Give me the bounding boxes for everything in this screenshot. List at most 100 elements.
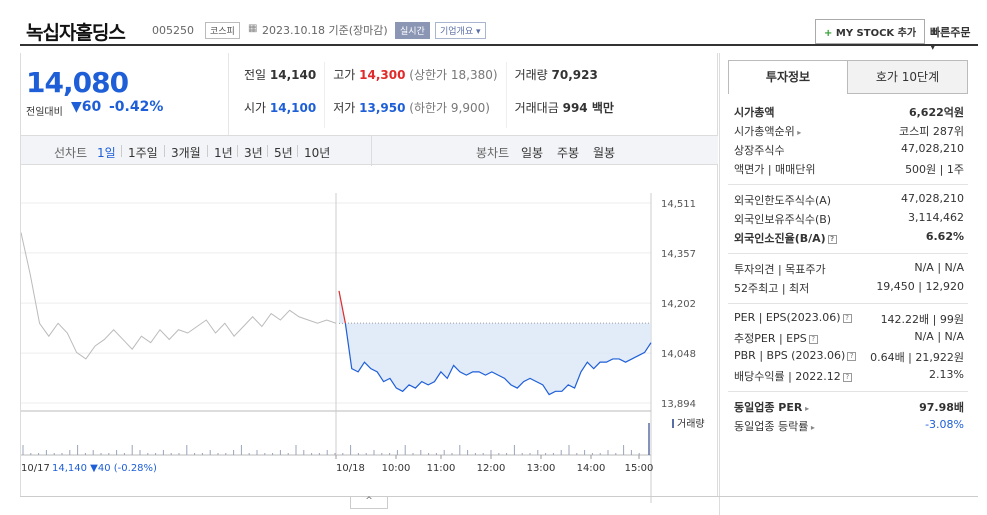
info-row[interactable]: 동일업종 PER ▸ 97.98배 (734, 399, 964, 418)
candle-monthly[interactable]: 월봉 (593, 146, 616, 160)
info-row-label: 액면가 | 매매단위 (734, 163, 816, 176)
section-divider (728, 303, 968, 304)
amount-value: 994 백만 (562, 100, 614, 115)
tab-gap (728, 94, 848, 95)
panel-divider (719, 53, 720, 515)
info-row-label: PBR | BPS (2023.06)? (734, 349, 857, 362)
y-tick-label: 14,048 (661, 349, 696, 360)
info-row: 시가총액 6,622억원 (734, 104, 964, 123)
x-label-prev-date: 10/17 (21, 463, 50, 474)
period-1w[interactable]: 1주일 (128, 146, 158, 160)
period-3m[interactable]: 3개월 (171, 146, 201, 160)
info-row: 52주최고 | 최저 19,450 | 12,920 (734, 280, 964, 299)
x-tick-label: 10:00 (382, 463, 411, 474)
candle-daily[interactable]: 일봉 (521, 146, 544, 160)
section-divider (728, 391, 968, 392)
company-overview-dropdown[interactable]: 기업개요 ▾ (435, 22, 486, 39)
info-row-label: 외국인보유주식수(B) (734, 213, 832, 226)
current-price-box: 14,080 전일대비 ▼60 -0.42% (21, 53, 229, 135)
info-row-label: 외국인한도주식수(A) (734, 194, 832, 207)
help-icon[interactable]: ? (827, 235, 837, 244)
candle-weekly[interactable]: 주봉 (557, 146, 580, 160)
arrow-right-icon: ▸ (802, 404, 810, 413)
info-row[interactable]: 시가총액순위 ▸ 코스피 287위 (734, 123, 964, 142)
prev-day-line (21, 232, 337, 360)
stock-code: 005250 (152, 24, 194, 37)
open-label: 시가 (244, 100, 267, 115)
company-name: 녹십자홀딩스 (26, 22, 126, 44)
x-tick-label: 13:00 (527, 463, 556, 474)
low-label: 저가 (333, 100, 356, 115)
info-row-label: 외국인소진율(B/A)? (734, 230, 837, 246)
info-row-label: 동일업종 등락률 ▸ (734, 420, 815, 433)
high-label: 고가 (333, 67, 356, 82)
info-row-label: PER | EPS(2023.06)? (734, 311, 852, 324)
x-axis-labels: 10/18 10:00 11:00 12:00 13:00 14:00 15:00 (335, 455, 654, 474)
arrow-right-icon: ▸ (794, 128, 802, 137)
volume-label: 거래량 (514, 67, 548, 82)
today-up-segment (338, 290, 346, 324)
price-change-pct: -0.42% (109, 99, 164, 115)
line-chart-label: 선차트 (54, 146, 88, 160)
my-stock-add-button[interactable]: + MY STOCK 추가 (815, 19, 926, 44)
help-icon[interactable]: ? (808, 335, 818, 344)
quick-order-dropdown[interactable]: 빠른주문 ▾ (930, 26, 971, 53)
info-row-value: 6.62% (925, 230, 964, 243)
info-row: PER | EPS(2023.06)? 142.22배 | 99원 (734, 311, 964, 330)
divider (121, 145, 122, 157)
divider (207, 145, 208, 157)
my-stock-label: MY STOCK 추가 (835, 28, 917, 39)
x-tick-label: 15:00 (625, 463, 654, 474)
period-3y[interactable]: 3년 (244, 146, 263, 160)
current-price: 14,080 (26, 66, 129, 99)
help-icon[interactable]: ? (842, 314, 852, 323)
info-row-label: 시가총액 (734, 106, 775, 119)
help-icon[interactable]: ? (842, 373, 852, 382)
info-row-label: 배당수익률 | 2022.12? (734, 368, 852, 384)
tab-investment-info[interactable]: 투자정보 (728, 60, 848, 94)
upper-limit: (상한가 18,380) (409, 67, 498, 82)
realtime-button[interactable]: 실시간 (395, 22, 430, 39)
y-tick-label: 14,202 (661, 299, 696, 310)
info-row-value: 3,114,462 (908, 211, 964, 224)
x-tick-label: 12:00 (477, 463, 506, 474)
calendar-icon: ▦ (248, 23, 258, 34)
period-1y[interactable]: 1년 (214, 146, 233, 160)
info-row-value: 47,028,210 (901, 192, 964, 205)
x-tick-label: 14:00 (577, 463, 606, 474)
period-10y[interactable]: 10년 (304, 146, 331, 160)
info-row-value: 19,450 | 12,920 (876, 280, 964, 293)
prev-label: 전일 (244, 67, 267, 82)
period-5y[interactable]: 5년 (274, 146, 293, 160)
candle-chart-label: 봉차트 (476, 146, 510, 160)
info-row[interactable]: 동일업종 등락률 ▸ -3.08% (734, 418, 964, 437)
info-row: 추정PER | EPS? N/A | N/A (734, 330, 964, 349)
section-divider (728, 253, 968, 254)
info-row: 외국인보유주식수(B) 3,114,462 (734, 211, 964, 230)
info-row: 외국인한도주식수(A) 47,028,210 (734, 192, 964, 211)
market-badge: 코스피 (205, 22, 240, 39)
help-icon[interactable]: ? (847, 352, 857, 361)
price-chart: 14,511 14,357 14,202 14,048 13,894 10/18 10:0… (21, 193, 705, 503)
info-row: 배당수익률 | 2022.12? 2.13% (734, 368, 964, 387)
info-row-value: 47,028,210 (901, 142, 964, 155)
amount-label: 거래대금 (514, 100, 559, 115)
period-1d[interactable]: 1일 (97, 146, 116, 160)
volume-bars (22, 423, 650, 455)
high-value: 14,300 (359, 67, 406, 82)
info-row-value: -3.08% (925, 418, 964, 431)
info-row-value: 97.98배 (919, 401, 964, 414)
divider (164, 145, 165, 157)
base-date: 2023.10.18 기준(장마감) (262, 24, 388, 37)
info-row: 상장주식수 47,028,210 (734, 142, 964, 161)
info-row-value: 500원 | 1주 (905, 163, 964, 176)
info-row-label: 투자의견 | 목표주가 (734, 263, 826, 276)
volume-label: 거래량 (677, 418, 705, 430)
today-series (344, 323, 652, 396)
info-row: PBR | BPS (2023.06)? 0.64배 | 21,922원 (734, 349, 964, 368)
collapse-toggle[interactable]: ^ (350, 497, 388, 509)
divider (297, 145, 298, 157)
period-toolbar: 선차트 1일 1주일 3개월 1년 3년 5년 10년 봉차트 일봉 주봉 월봉 (21, 135, 718, 166)
divider (267, 145, 268, 157)
tab-quote-10[interactable]: 호가 10단계 (847, 60, 968, 94)
